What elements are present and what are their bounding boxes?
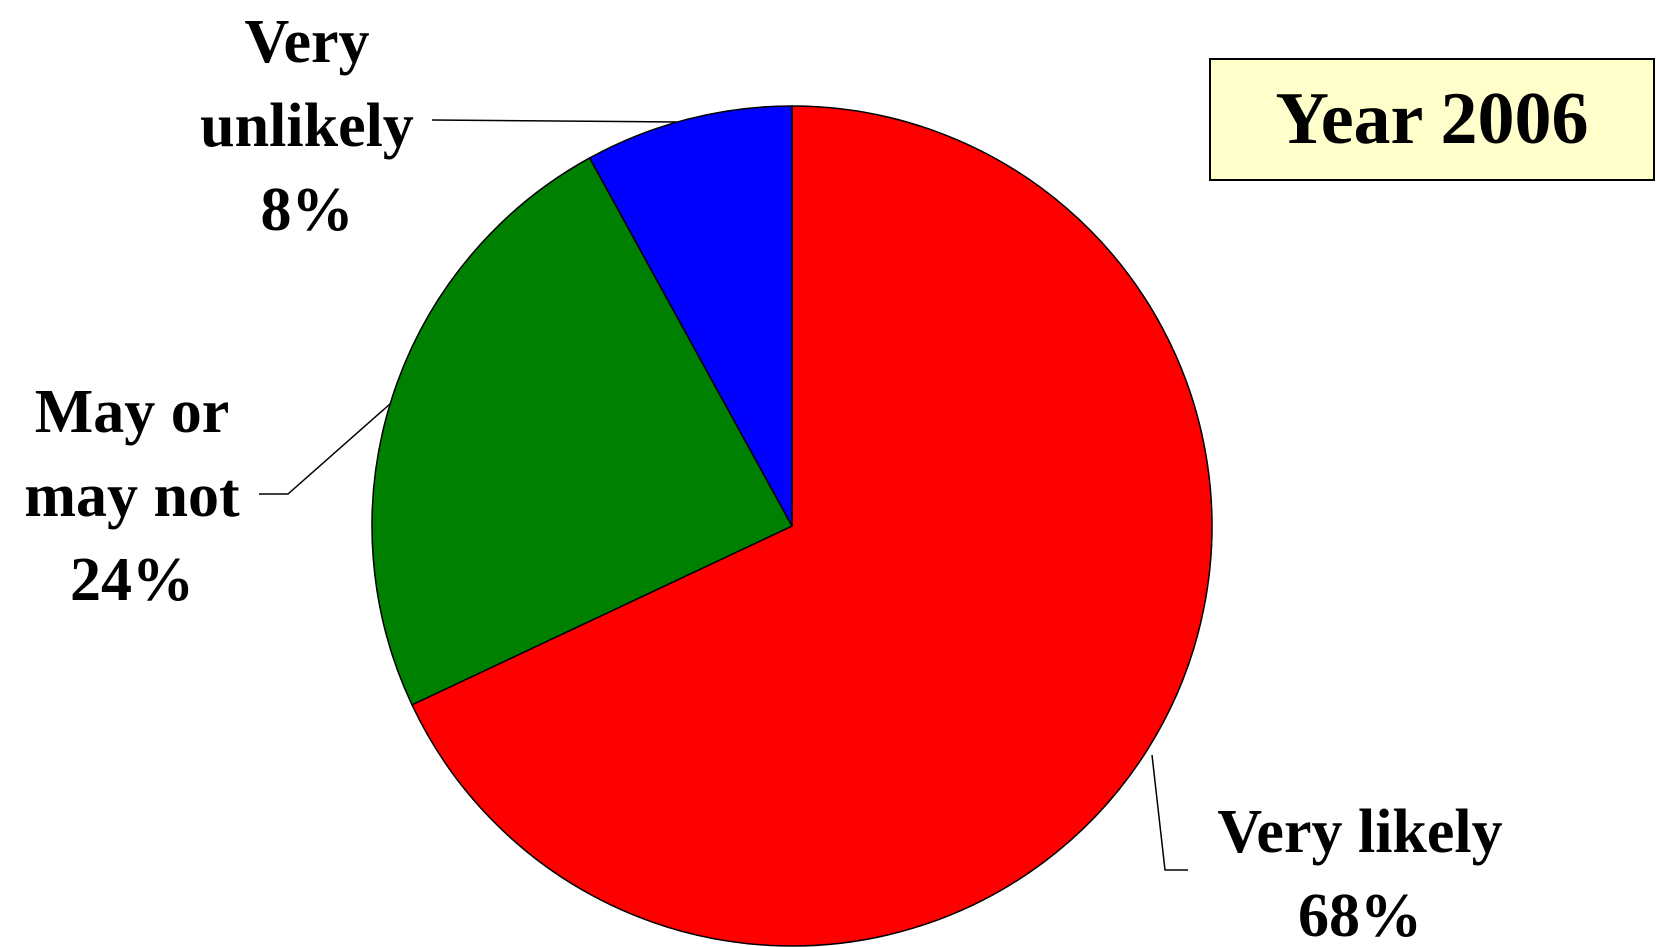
leader-line bbox=[259, 404, 390, 494]
chart-title: Year 2006 bbox=[1209, 58, 1655, 181]
value-label: 8% bbox=[177, 168, 437, 252]
category-label: Very likely bbox=[1180, 790, 1540, 874]
category-label: May or may not bbox=[2, 370, 262, 538]
slide: Year 2006 Very likely68% May or may not24… bbox=[0, 0, 1660, 947]
leader-line bbox=[432, 120, 677, 122]
value-label: 68% bbox=[1180, 874, 1540, 947]
category-label: Very unlikely bbox=[177, 0, 437, 168]
value-label: 24% bbox=[2, 538, 262, 622]
